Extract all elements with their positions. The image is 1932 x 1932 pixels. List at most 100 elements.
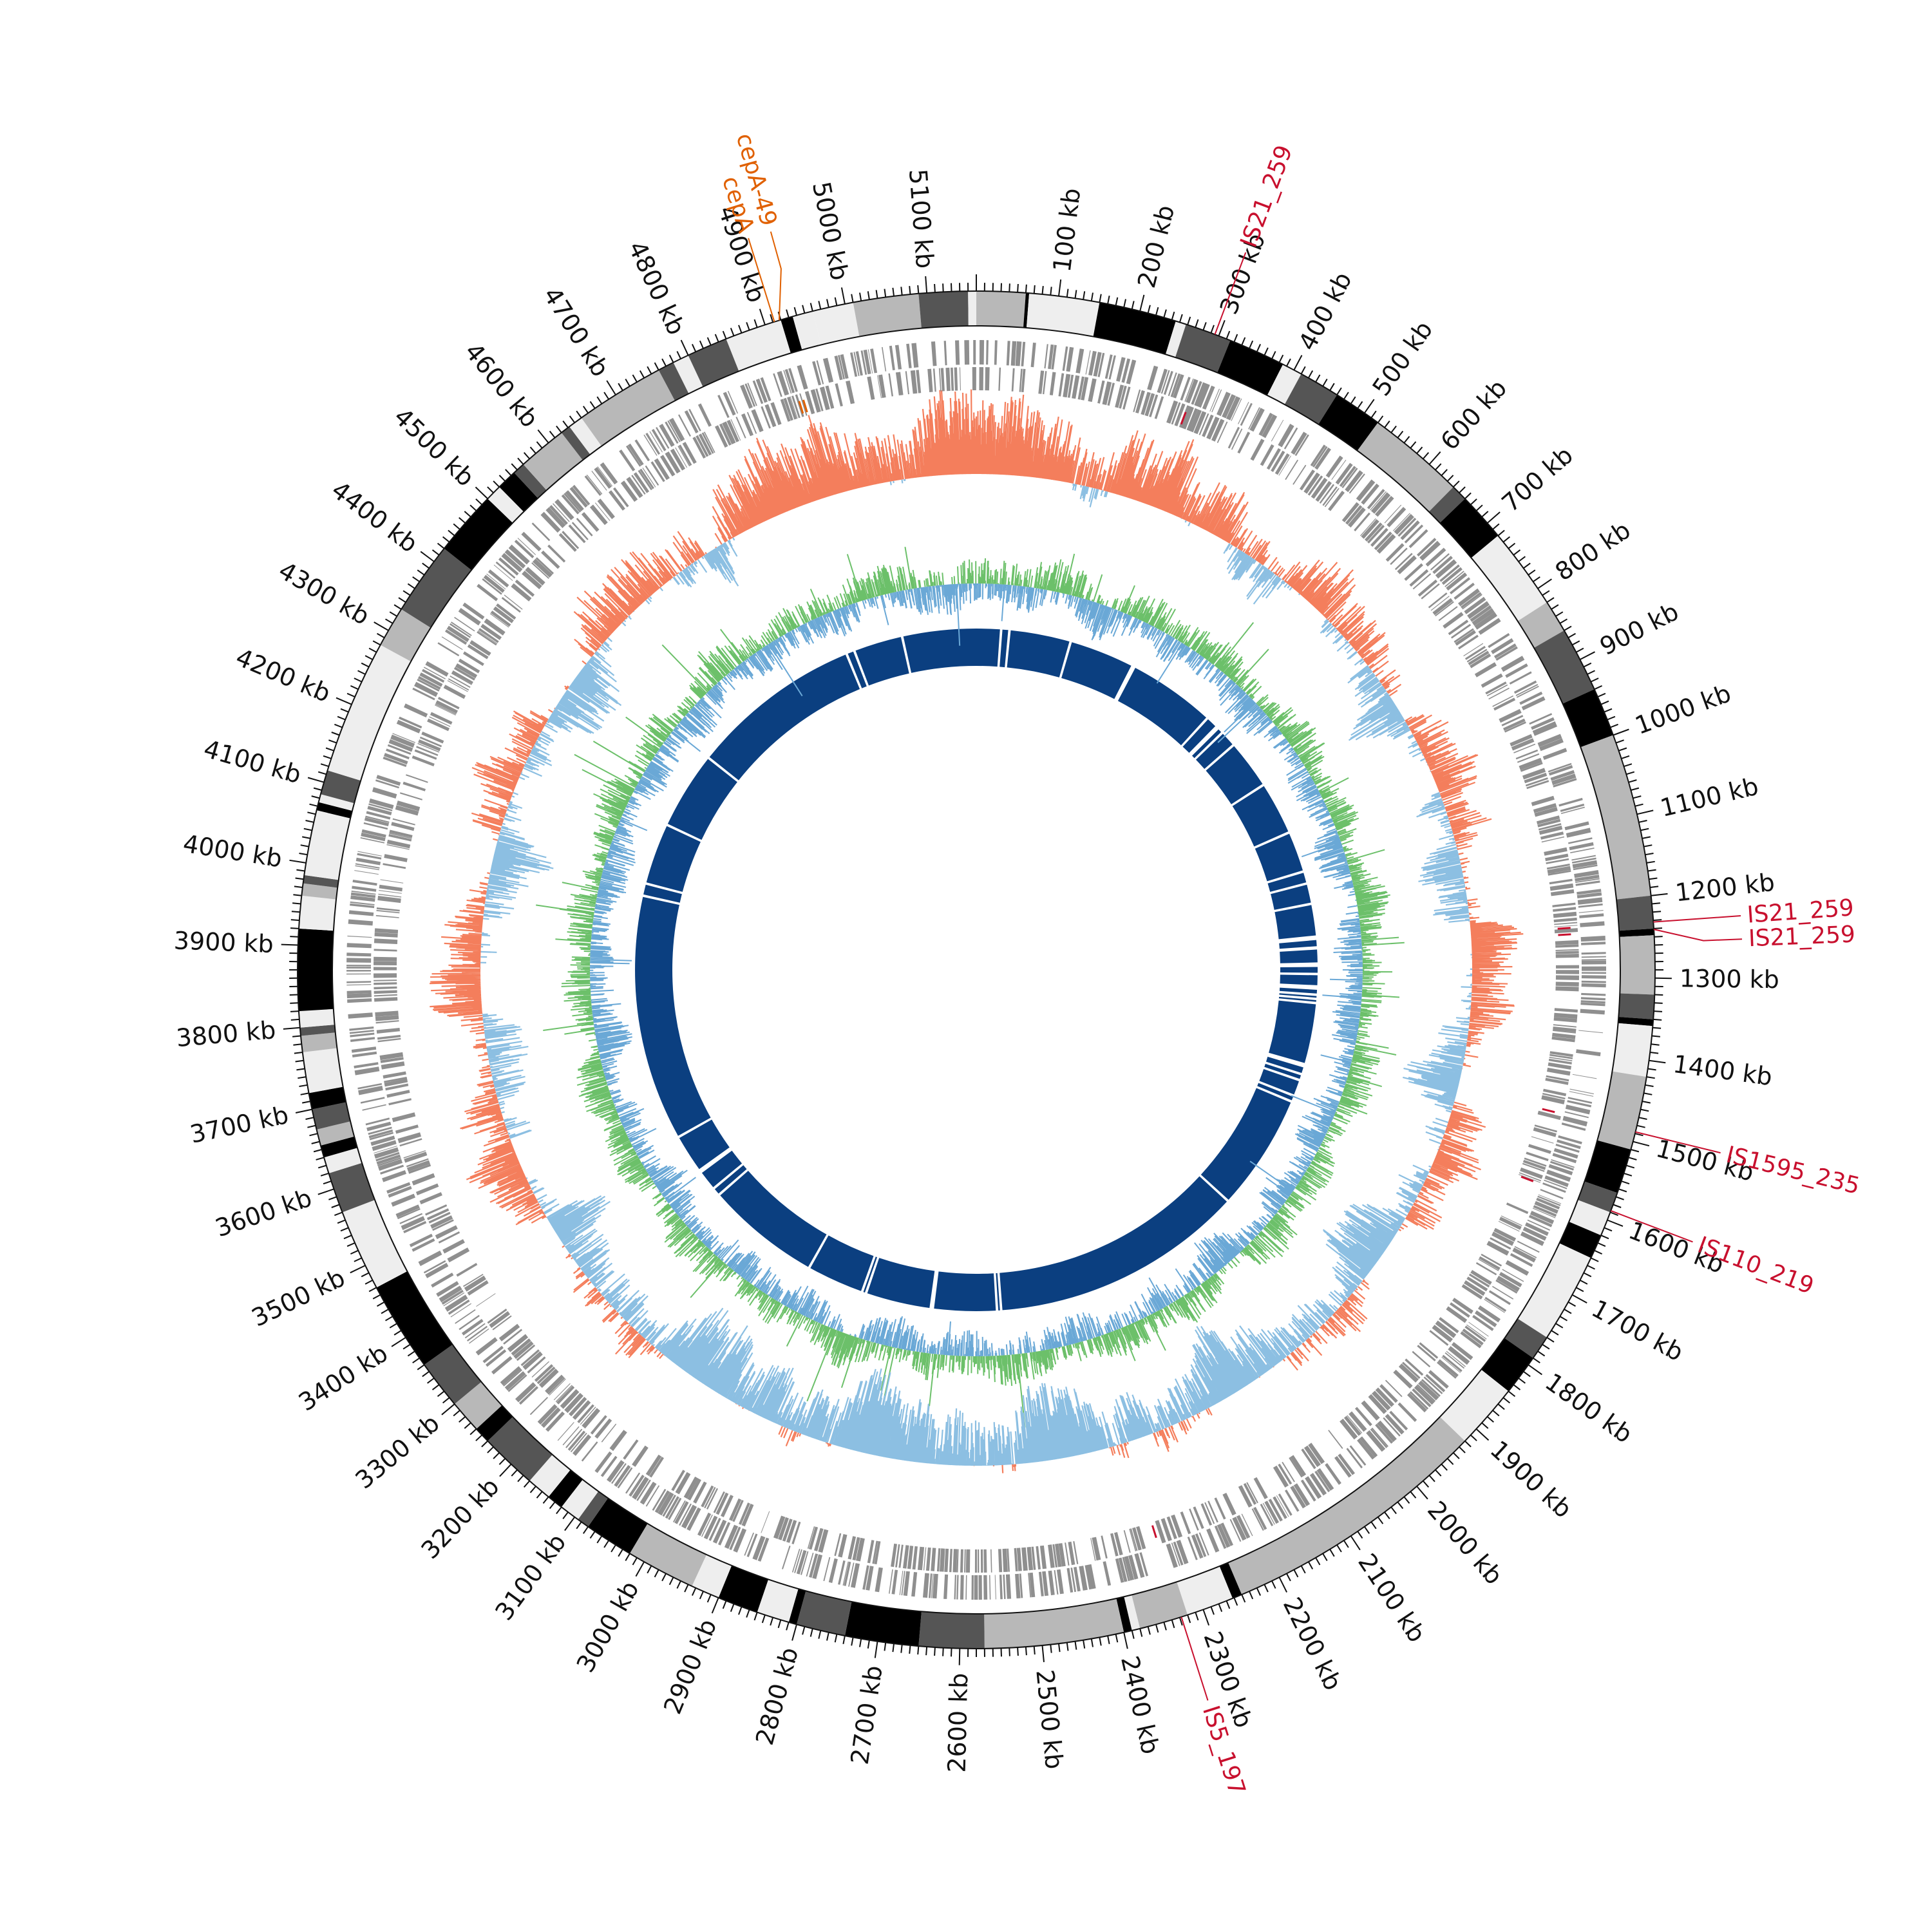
tick-label: 1900 kb (1485, 1435, 1578, 1523)
ideogram-band (1481, 1338, 1533, 1392)
ideogram-band (401, 548, 471, 628)
ideogram-band (301, 1032, 337, 1052)
tick-label: 4200 kb (232, 643, 335, 708)
ideogram-band (788, 1589, 806, 1625)
ideogram-band (1228, 1417, 1465, 1595)
gc-skew-negative (480, 478, 1473, 1466)
homology-block (709, 654, 860, 781)
ideogram-band (1616, 895, 1654, 931)
homology-block (1274, 905, 1316, 940)
ideogram-band (792, 311, 821, 350)
ideogram-band (301, 883, 338, 900)
is-element-label: IS1595_235 (1723, 1142, 1862, 1200)
ideogram-band (561, 1479, 599, 1520)
ideogram-band (1357, 422, 1454, 512)
ideogram-band (327, 645, 412, 781)
homology-block (1257, 1083, 1293, 1101)
tick-label: 5000 kb (807, 179, 854, 283)
ideogram-band (328, 1162, 375, 1213)
homology-block (1280, 949, 1318, 963)
ideogram-band (499, 473, 538, 512)
ideogram-band (299, 1009, 335, 1028)
tick-label: 4000 kb (181, 829, 284, 873)
tick-label: 2700 kb (846, 1663, 888, 1766)
homology-block (855, 637, 909, 686)
homology-block (667, 759, 737, 840)
tick-label: 4800 kb (623, 237, 691, 339)
tick-label: 3600 kb (212, 1184, 316, 1243)
ideogram-band (673, 355, 703, 394)
ideogram-band (316, 1121, 355, 1146)
homology-block (1259, 1069, 1299, 1095)
tick-marks (281, 274, 1672, 1665)
tick-label: 2200 kb (1278, 1593, 1348, 1694)
homology-block (1279, 940, 1317, 949)
ideogram-band (320, 1136, 357, 1158)
ideogram-band (1504, 1318, 1547, 1358)
ideogram-band (1619, 935, 1655, 995)
ideogram-band (548, 1470, 583, 1508)
annotation-leader (1635, 1131, 1721, 1154)
homology-block (1232, 786, 1289, 847)
ideogram-band (1580, 735, 1651, 900)
ideogram-band (1165, 321, 1186, 357)
tick-label: 4100 kb (201, 734, 305, 789)
tick-label: 1000 kb (1631, 679, 1735, 740)
ideogram-band (1428, 487, 1465, 523)
ideogram-band (918, 291, 969, 328)
annotation-marker (1520, 1175, 1534, 1182)
tick-label: 1800 kb (1540, 1368, 1638, 1449)
ideogram-band (757, 1579, 799, 1622)
ideogram-band (1267, 364, 1302, 405)
tick-label: 500 kb (1367, 316, 1438, 401)
ideogram-band (1612, 1023, 1653, 1077)
ideogram-band (918, 1611, 985, 1649)
tick-label: 700 kb (1497, 441, 1578, 518)
gene-strand-plus (346, 339, 1607, 1600)
ideogram-band (812, 302, 860, 345)
ideogram-band (581, 370, 675, 446)
gene-track (346, 339, 1607, 1600)
homology-block (720, 1171, 827, 1267)
tick-label: 400 kb (1293, 267, 1358, 355)
ideogram-band (1597, 1071, 1647, 1150)
homology-block (1007, 630, 1070, 677)
ideogram-band (1584, 1140, 1631, 1193)
homology-block (679, 1119, 730, 1170)
homology-block (1280, 974, 1318, 985)
homology-block (1278, 996, 1316, 1002)
ideogram-band (1471, 535, 1547, 621)
ideogram-band (1219, 1562, 1242, 1598)
tick-label: 3300 kb (350, 1409, 444, 1495)
ideogram-band (1439, 498, 1499, 558)
annotation-leader (1214, 252, 1247, 335)
tick-label: 4300 kb (274, 556, 374, 630)
ideogram-band (1569, 1200, 1611, 1236)
annotation-marker (798, 401, 804, 414)
tick-label: 600 kb (1435, 374, 1512, 456)
tick-label: 800 kb (1550, 516, 1636, 587)
homology-block (1061, 642, 1132, 699)
ideogram-band (1175, 324, 1231, 373)
ideogram-band (976, 291, 1026, 328)
homology-block (999, 1176, 1227, 1311)
tick-label: 2800 kb (750, 1644, 804, 1748)
tick-label: 3400 kb (294, 1339, 393, 1417)
ideogram-band (1618, 993, 1655, 1019)
ideogram-band (424, 1344, 482, 1405)
annotation-marker (1558, 933, 1571, 936)
homology-block (1269, 1000, 1316, 1063)
homology-block (1192, 729, 1222, 759)
tick-label: 3500 kb (247, 1264, 350, 1332)
homology-block (1182, 719, 1216, 753)
tick-label: 3800 kb (175, 1016, 277, 1052)
tick-label: 2100 kb (1352, 1549, 1431, 1647)
ideogram-band (1559, 1222, 1601, 1258)
ideogram-band (578, 1491, 609, 1527)
tick-label: 1700 kb (1587, 1294, 1688, 1367)
homology-block (1267, 873, 1307, 892)
ideogram-band (984, 1598, 1124, 1649)
tick-label: 1400 kb (1671, 1050, 1774, 1091)
